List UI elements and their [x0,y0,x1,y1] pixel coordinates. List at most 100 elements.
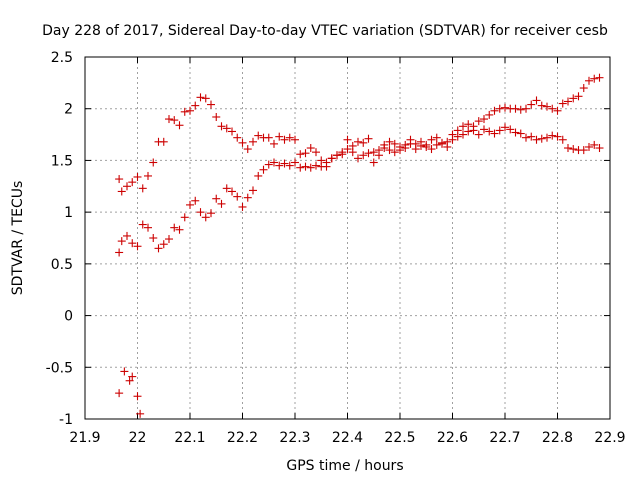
data-point [548,131,557,140]
data-point [243,193,252,202]
data-point [249,186,257,195]
data-point [270,139,278,148]
data-point [249,137,257,146]
data-point [191,196,200,205]
data-point [548,104,557,113]
chart-title: Day 228 of 2017, Sidereal Day-to-day VTE… [42,23,608,39]
data-point [149,234,158,242]
data-point [558,99,567,108]
y-tick-label: 1 [64,205,73,221]
x-tick-label: 22.1 [174,430,205,446]
data-point [159,137,168,146]
data-point [527,132,536,141]
data-point [495,104,504,113]
data-point [238,138,247,147]
x-tick-label: 22.3 [279,430,310,446]
data-point [438,138,446,147]
data-point [595,144,604,153]
data-point [212,112,221,121]
data-point [233,192,242,201]
x-tick-label: 22.8 [542,430,573,446]
data-point [275,132,284,141]
data-point [579,84,588,93]
data-point [469,122,478,131]
data-points [115,73,604,418]
data-point [125,376,134,385]
data-point [369,158,378,167]
y-tick-label: 1.5 [51,153,73,169]
data-point [485,110,494,119]
data-point [259,165,268,174]
data-point [532,135,541,144]
data-point [480,115,488,124]
x-tick-label: 22.6 [437,430,468,446]
data-point [427,145,436,154]
data-point [327,154,336,163]
data-point [123,182,131,191]
data-point [312,148,320,157]
data-point [128,239,137,248]
data-point [317,156,326,165]
data-point [532,96,541,105]
data-point [144,223,152,232]
data-point [511,104,520,113]
data-point [333,151,341,160]
data-point [364,134,373,143]
data-point [136,409,145,418]
data-point [406,135,415,144]
data-point [144,171,152,180]
data-point [343,135,352,144]
data-point [296,150,305,159]
data-point [222,184,231,193]
x-tick-label: 22.4 [332,430,363,446]
data-point [485,127,494,136]
data-point [553,132,562,141]
data-point [301,149,310,158]
data-point [401,140,410,149]
y-tick-label: 2 [64,102,73,118]
data-point [115,248,124,257]
data-point [154,244,163,253]
data-point [128,372,137,381]
data-point [385,137,394,146]
data-point [474,117,483,126]
data-point [448,130,457,139]
data-point [569,145,578,154]
x-axis-label: GPS time / hours [286,458,403,474]
data-point [417,137,425,146]
data-point [459,122,467,131]
y-tick-label: 0 [64,309,73,325]
data-point [133,172,142,181]
data-point [217,122,226,131]
data-point [149,158,158,167]
data-point [264,160,273,169]
data-point [186,200,194,209]
axis-ticks [84,56,611,420]
data-point [516,129,525,138]
data-point [228,187,236,196]
data-point [180,213,189,222]
data-point [280,135,289,144]
data-point [233,133,242,142]
data-point [495,126,504,135]
data-point [390,139,399,148]
data-point [558,135,567,144]
data-point [175,225,184,234]
x-tick-label: 22.5 [384,430,415,446]
data-point [228,127,236,136]
data-point [385,146,394,155]
data-point [396,146,404,155]
data-point [579,146,588,155]
data-point [390,148,399,157]
y-tick-label: 0.5 [51,257,73,273]
data-point [453,126,462,135]
data-point [354,154,362,163]
data-point [207,100,215,109]
data-point [369,148,378,157]
data-point [201,213,210,222]
data-point [165,235,173,244]
data-point [432,133,441,142]
data-point [322,162,331,171]
data-point [280,159,289,168]
data-point [191,101,200,110]
